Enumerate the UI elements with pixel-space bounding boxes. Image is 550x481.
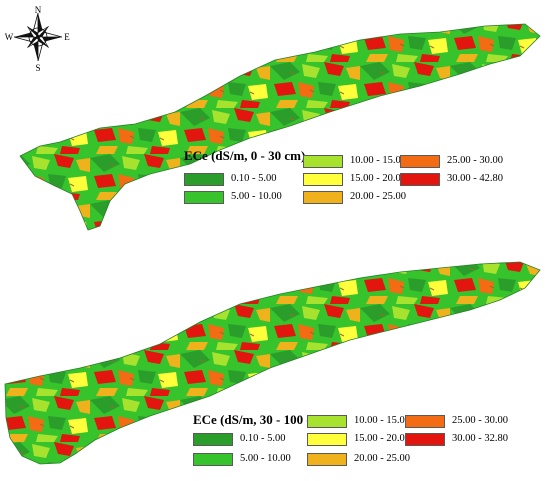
legend-item: 15.00 - 20.00 (307, 432, 410, 446)
legend-item: 20.00 - 25.00 (303, 190, 406, 204)
legend-title: ECe (dS/m, 0 - 30 cm) (184, 148, 306, 163)
legend-swatch (303, 154, 343, 168)
legend-item: 0.10 - 5.00 (193, 432, 286, 446)
legend-item: 0.10 - 5.00 (184, 172, 277, 186)
legend-item: 5.00 - 10.00 (184, 190, 282, 204)
legend-item: 5.00 - 10.00 (193, 452, 291, 466)
legend-swatch (400, 172, 440, 186)
legend-label: 30.00 - 32.80 (452, 433, 508, 444)
legend-topsoil: ECe (dS/m, 0 - 30 cm) 0.10 - 5.00 5.00 -… (176, 148, 536, 214)
compass-east-label: E (64, 32, 70, 42)
legend-label: 15.00 - 20.00 (350, 173, 406, 184)
legend-item: 10.00 - 15.00 (303, 154, 406, 168)
legend-item: 30.00 - 42.80 (400, 172, 503, 186)
compass-rose: N S E W (4, 2, 70, 72)
legend-swatch (303, 190, 343, 204)
legend-swatch (307, 452, 347, 466)
legend-label: 25.00 - 30.00 (452, 415, 508, 426)
legend-swatch (307, 432, 347, 446)
compass-south-label: S (35, 63, 40, 72)
legend-swatch (184, 190, 224, 204)
legend-label: 10.00 - 15.00 (350, 155, 406, 166)
legend-swatch (303, 172, 343, 186)
legend-label: 0.10 - 5.00 (231, 173, 277, 184)
legend-label: 25.00 - 30.00 (447, 155, 503, 166)
legend-item: 25.00 - 30.00 (400, 154, 503, 168)
legend-title: ECe (dS/m, 30 - 100 cm) (193, 412, 328, 427)
legend-swatch (307, 414, 347, 428)
legend-label: 10.00 - 15.00 (354, 415, 410, 426)
compass-west-label: W (5, 32, 14, 42)
legend-item: 10.00 - 15.00 (307, 414, 410, 428)
legend-label: 5.00 - 10.00 (231, 191, 282, 202)
legend-item: 15.00 - 20.00 (303, 172, 406, 186)
salinity-map-topsoil (0, 16, 550, 236)
legend-label: 20.00 - 25.00 (354, 453, 410, 464)
legend-swatch (184, 172, 224, 186)
legend-label: 30.00 - 42.80 (447, 173, 503, 184)
legend-label: 15.00 - 20.00 (354, 433, 410, 444)
legend-swatch (193, 452, 233, 466)
salinity-map-subsoil (0, 258, 550, 481)
legend-item: 25.00 - 30.00 (405, 414, 508, 428)
compass-north-label: N (35, 5, 42, 15)
legend-item: 20.00 - 25.00 (307, 452, 410, 466)
legend-item: 30.00 - 32.80 (405, 432, 508, 446)
legend-swatch (405, 414, 445, 428)
legend-swatch (405, 432, 445, 446)
legend-label: 5.00 - 10.00 (240, 453, 291, 464)
legend-label: 0.10 - 5.00 (240, 433, 286, 444)
legend-label: 20.00 - 25.00 (350, 191, 406, 202)
legend-swatch (400, 154, 440, 168)
legend-subsoil: ECe (dS/m, 30 - 100 cm) 0.10 - 5.00 5.00… (193, 404, 543, 470)
legend-swatch (193, 432, 233, 446)
